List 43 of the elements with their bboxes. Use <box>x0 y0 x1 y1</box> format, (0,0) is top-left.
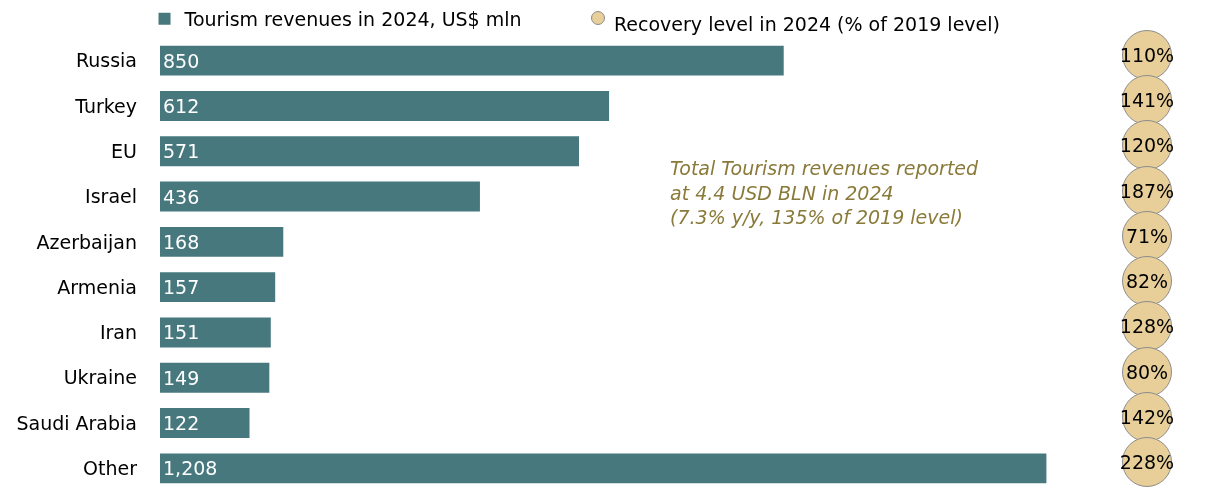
data-label: 436 <box>163 185 200 208</box>
y-tick-label: Ukraine <box>63 366 137 389</box>
legend-label: Tourism revenues in 2024, US$ mln <box>183 8 522 31</box>
data-label: 168 <box>163 230 200 253</box>
text: 71% <box>1125 224 1169 247</box>
y-tick-label: Iran <box>99 321 137 344</box>
data-label: 157 <box>163 276 200 299</box>
data-label: 571 <box>163 140 200 163</box>
data-label: 850 <box>163 49 200 72</box>
data-label: 151 <box>163 321 200 344</box>
bar <box>160 408 250 438</box>
bar <box>160 453 1047 484</box>
text: 110% <box>1119 43 1175 66</box>
bar <box>160 226 284 257</box>
text: 80% <box>1125 360 1169 383</box>
text: 142% <box>1119 406 1175 429</box>
bar <box>160 136 579 167</box>
data-label: 1,208 <box>163 457 218 480</box>
text: 128% <box>1119 315 1175 338</box>
bar <box>160 45 784 76</box>
data-label: 612 <box>163 94 200 117</box>
bar <box>160 362 270 393</box>
bar <box>160 317 271 348</box>
y-tick-label: EU <box>111 139 137 162</box>
y-tick-label: Israel <box>85 185 137 208</box>
bar <box>160 181 480 212</box>
y-tick-label: Turkey <box>74 94 137 117</box>
y-tick-label: Russia <box>75 49 137 72</box>
y-tick-label: Other <box>83 457 138 479</box>
text: 120% <box>1119 134 1175 157</box>
text: 187% <box>1119 179 1175 202</box>
y-tick-label: Armenia <box>57 275 137 298</box>
bar <box>160 91 610 121</box>
text: 228% <box>1119 451 1175 474</box>
y-tick-label: Azerbaijan <box>36 230 137 253</box>
text: 141% <box>1119 88 1175 111</box>
annotation: Total Tourism revenues reported at 4.4 USD BLN in 2024 (7.3% y/y, 135% of 2019 level) <box>670 157 980 229</box>
data-label: 122 <box>163 412 200 435</box>
bar <box>160 272 276 303</box>
text: 82% <box>1125 270 1169 293</box>
y-tick-label: Saudi Arabia <box>16 411 137 434</box>
data-label: 149 <box>163 366 200 389</box>
text: Recovery level in 2024 (% of 2019 level) <box>614 13 1000 35</box>
